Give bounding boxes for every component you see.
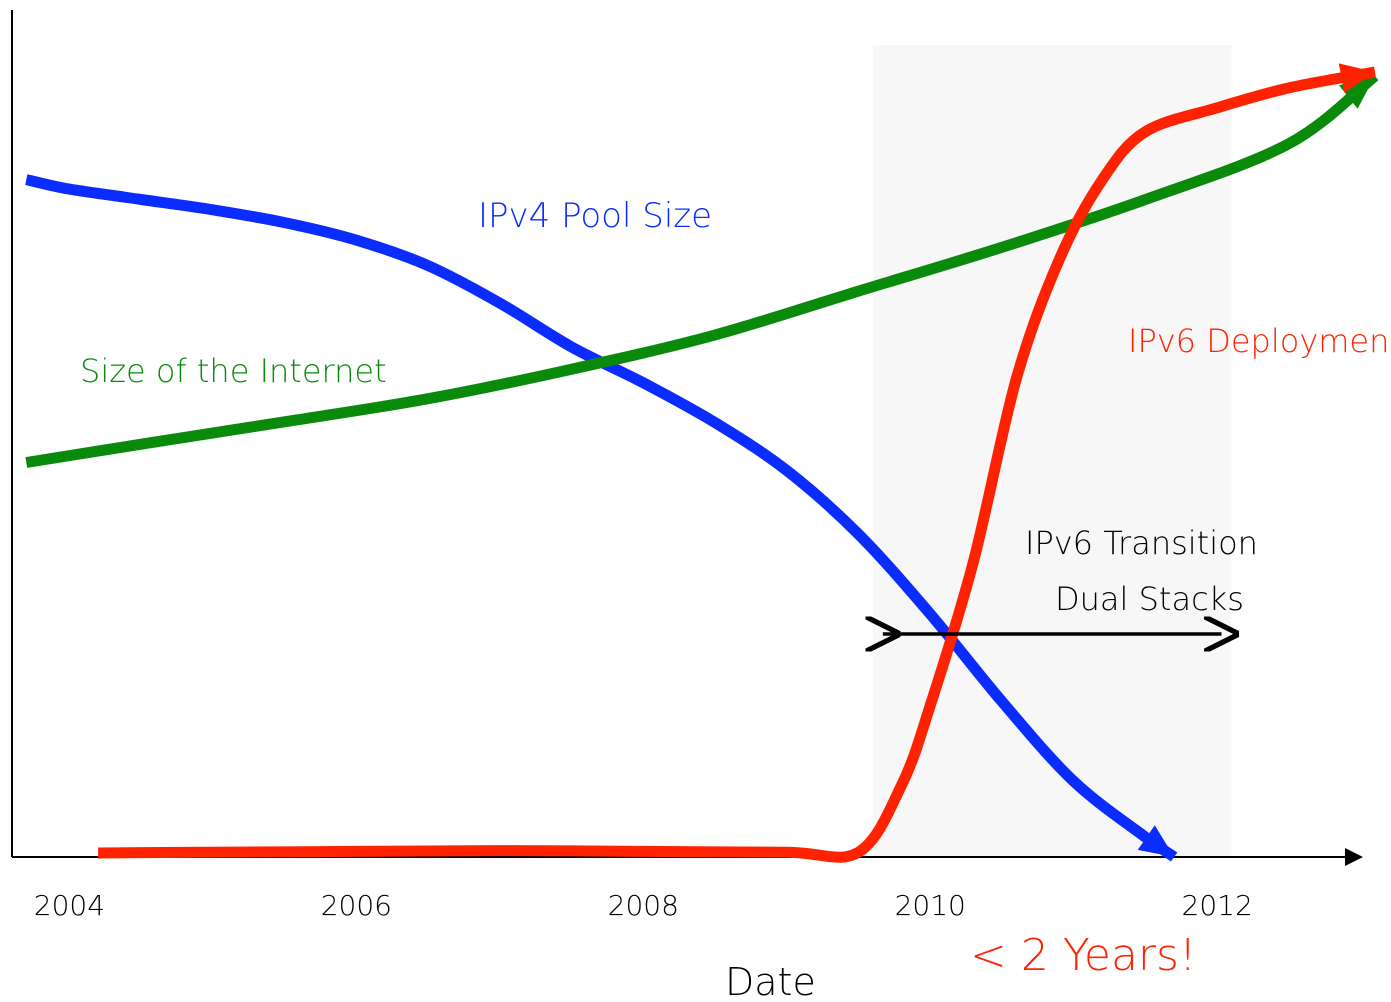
years-note: < 2 Years! (970, 930, 1197, 981)
x-tick-label: 2006 (321, 889, 392, 922)
x-axis-label: Date (725, 960, 816, 1002)
series-arrowhead-0 (1137, 825, 1175, 857)
transition-label-2: Dual Stacks (1055, 580, 1244, 618)
transition-shade (872, 45, 1232, 857)
x-axis-arrowhead (1345, 848, 1363, 866)
x-tick-label: 2008 (608, 889, 679, 922)
x-tick-label: 2010 (895, 889, 966, 922)
series-layer (25, 63, 1379, 863)
series-label-ipv4: IPv4 Pool Size (478, 196, 712, 236)
series-line-2 (98, 66, 1376, 863)
series-label-ipv6: IPv6 Deployment (1128, 322, 1391, 360)
transition-label-1: IPv6 Transition (1025, 524, 1258, 562)
series-arrowhead-2 (1338, 63, 1375, 93)
series-label-internet: Size of the Internet (80, 352, 387, 390)
series-line-0 (25, 174, 1178, 862)
x-tick-label: 2004 (34, 889, 105, 922)
x-tick-label: 2012 (1182, 889, 1253, 922)
series-line-1 (25, 71, 1379, 468)
tick-layer: 2004 2006 2008 2010 2012 (34, 889, 1253, 922)
